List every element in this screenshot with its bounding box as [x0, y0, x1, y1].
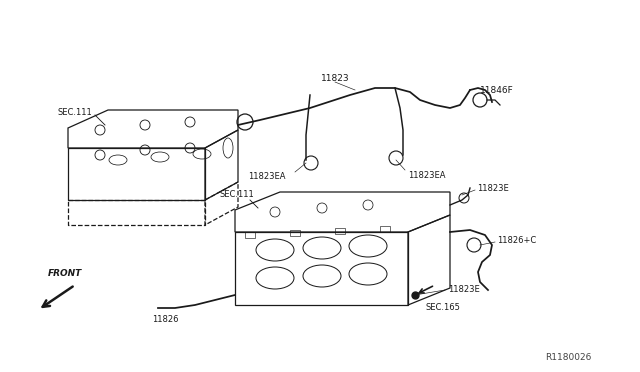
Text: 11826: 11826: [152, 315, 179, 324]
Text: 11846F: 11846F: [480, 86, 514, 94]
Text: 11823E: 11823E: [448, 285, 480, 295]
Text: 11823EA: 11823EA: [248, 171, 285, 180]
Text: 11823: 11823: [321, 74, 349, 83]
Text: FRONT: FRONT: [48, 269, 82, 278]
Text: R1180026: R1180026: [545, 353, 591, 362]
Text: SEC.165: SEC.165: [425, 304, 460, 312]
Bar: [245, 232, 255, 238]
Bar: [335, 228, 345, 234]
Text: 11823E: 11823E: [477, 183, 509, 192]
Text: SEC.111: SEC.111: [58, 108, 93, 116]
Bar: [290, 230, 300, 236]
Text: 11823EA: 11823EA: [408, 170, 445, 180]
Text: 11826+C: 11826+C: [497, 235, 536, 244]
Bar: [380, 226, 390, 232]
Text: SEC.111: SEC.111: [220, 189, 255, 199]
